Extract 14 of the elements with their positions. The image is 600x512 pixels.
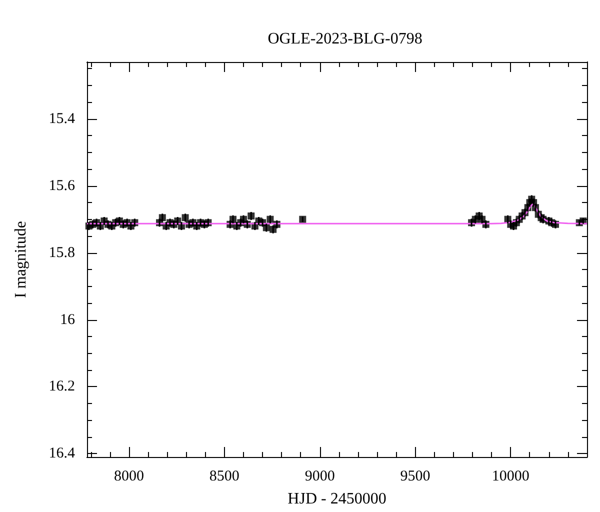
y-tick-label: 15.4 — [48, 110, 76, 127]
x-tick-label: 9500 — [400, 468, 430, 484]
y-tick-label: 15.8 — [48, 244, 75, 261]
x-axis-title: HJD - 2450000 — [288, 490, 386, 508]
x-tick-label: 8000 — [114, 468, 144, 484]
x-tick-label: 9000 — [304, 468, 335, 484]
y-tick-label: 16 — [60, 312, 76, 328]
y-axis-title: I magnitude — [12, 221, 30, 298]
y-tick-label: 16.4 — [48, 446, 76, 462]
x-tick-label: 10000 — [492, 468, 530, 484]
chart-title: OGLE-2023-BLG-0798 — [268, 30, 422, 48]
y-tick-label: 15.6 — [48, 178, 76, 194]
y-tick-label: 16.2 — [48, 378, 75, 395]
x-tick-label: 8500 — [209, 468, 240, 484]
